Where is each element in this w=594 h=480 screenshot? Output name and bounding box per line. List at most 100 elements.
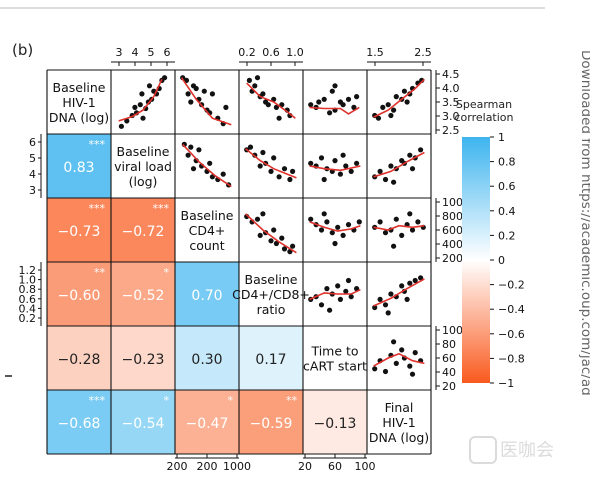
- correlation-cell: −0.47 *: [175, 390, 239, 454]
- scatter-point: [388, 112, 394, 119]
- download-url: Downloaded from https://academic.oup.com…: [578, 50, 590, 396]
- top-axis-tick-label: 1.0: [286, 46, 304, 59]
- scatter-point: [337, 296, 343, 302]
- scatter-point: [332, 240, 338, 247]
- scatter-point: [146, 83, 153, 89]
- legend-tick-label: −0.2: [498, 279, 525, 292]
- correlation-value: −0.72: [122, 224, 165, 240]
- trend-line: [373, 278, 425, 307]
- scatter-point: [377, 296, 383, 302]
- scatter-point: [348, 294, 354, 300]
- scatter-point: [409, 227, 416, 233]
- bottom-axis-tick-label: 20: [298, 460, 312, 473]
- variable-label-line: (log): [129, 174, 158, 189]
- scatter-point: [409, 166, 416, 172]
- correlation-cell-fill: [239, 326, 303, 390]
- variable-label-line: Baseline: [53, 80, 106, 95]
- panel-label: (b): [12, 41, 33, 59]
- scatter-point: [318, 227, 325, 233]
- trend-line: [182, 143, 232, 188]
- correlation-value: −0.28: [58, 352, 101, 368]
- correlation-cell: −0.60 **: [47, 262, 111, 326]
- scatter-point: [180, 75, 186, 81]
- scatter-panel: [372, 275, 425, 316]
- scatter-point: [132, 104, 138, 110]
- significance-stars: ***: [89, 394, 106, 407]
- significance-stars: *: [228, 394, 234, 407]
- correlation-value: −0.60: [58, 288, 101, 304]
- scatter-point: [393, 216, 399, 222]
- top-axis-tick-label: 0.2: [238, 46, 256, 59]
- scatter-panel: [372, 211, 426, 249]
- correlation-cell: −0.73 ***: [47, 198, 111, 262]
- correlation-value: −0.13: [314, 416, 357, 432]
- correlation-cell-fill: [111, 262, 175, 326]
- scatter-point: [273, 104, 279, 110]
- legend-tick-label: −0.4: [498, 303, 525, 316]
- scatter-point: [391, 179, 397, 185]
- left-axis-tick-label: 6: [29, 136, 36, 149]
- scatter-point: [257, 163, 263, 169]
- scatter-point: [377, 168, 383, 174]
- scatter-point: [254, 75, 261, 81]
- variable-label-line: Final: [385, 400, 414, 415]
- variable-label-line: ratio: [257, 302, 286, 317]
- scatter-point: [382, 302, 389, 308]
- scatter-point: [281, 246, 288, 252]
- scatter-point: [257, 232, 263, 238]
- scatter-point: [393, 360, 399, 366]
- trend-line: [309, 165, 361, 172]
- scatter-point: [124, 118, 130, 124]
- scatter-point: [190, 166, 197, 172]
- correlation-cell-fill: [239, 390, 303, 454]
- trend-line: [118, 78, 163, 122]
- scatter-point: [351, 104, 357, 110]
- scatter-point: [407, 363, 413, 369]
- bottom-axis-tick-label: 60: [328, 460, 342, 473]
- scatter-point: [385, 310, 391, 316]
- scatter-point: [137, 102, 143, 108]
- side-download-text: Downloaded from https://academic.oup.com…: [578, 50, 590, 396]
- scatter-point: [252, 83, 258, 89]
- left-axis-tick-label: 1.2: [19, 264, 37, 277]
- right-axis-tick-label: 20: [442, 380, 456, 393]
- variable-label-line: DNA (log): [369, 430, 429, 445]
- scatter-point: [327, 110, 333, 116]
- variable-label-line: DNA (log): [49, 110, 109, 125]
- left-axis-tick-label: 0.4: [19, 302, 37, 315]
- scatter-panel: [308, 277, 361, 313]
- scatter-panel: [372, 339, 425, 377]
- scatter-point: [281, 166, 288, 172]
- correlation-cell-fill: [47, 262, 111, 326]
- legend-tick-label: 0: [498, 254, 505, 267]
- scatter-point: [324, 219, 330, 225]
- scatter-point: [354, 286, 360, 292]
- scatter-point: [265, 102, 271, 108]
- correlation-cell-fill: [175, 262, 239, 326]
- correlation-cell-fill: [111, 390, 175, 454]
- scatter-point: [388, 163, 394, 169]
- scatter-point: [340, 232, 346, 238]
- trend-line: [373, 224, 425, 231]
- scatter-point: [290, 168, 296, 174]
- scatter-point: [321, 176, 327, 183]
- right-axis-tick-label: 400: [442, 238, 463, 251]
- correlation-cell-fill: [47, 198, 111, 262]
- scatter-point: [318, 155, 325, 161]
- trend-line: [309, 221, 361, 232]
- legend-colorbar: [462, 137, 490, 383]
- scatter-point: [407, 211, 413, 217]
- trend-line: [373, 151, 425, 178]
- scatter-point: [254, 216, 261, 222]
- scatter-point: [399, 232, 405, 238]
- scatter-panel: [372, 77, 425, 121]
- top-axis-tick-label: 2.5: [414, 46, 432, 59]
- scatter-point: [337, 171, 343, 177]
- scatter-point: [321, 211, 327, 217]
- scatter-point: [324, 286, 330, 292]
- significance-stars: *: [164, 266, 170, 279]
- significance-stars: **: [94, 266, 106, 279]
- scatter-point: [290, 243, 296, 249]
- scatter-panel: [118, 75, 168, 129]
